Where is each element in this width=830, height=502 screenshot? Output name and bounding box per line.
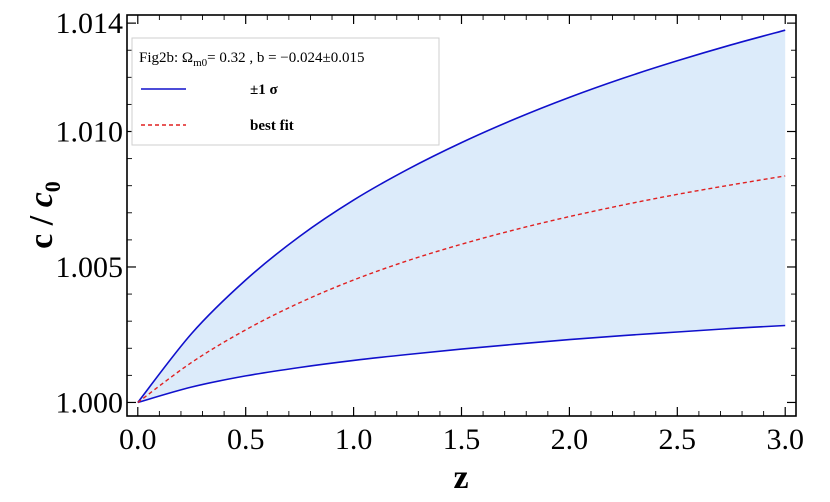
x-tick-label: 0.5 <box>227 423 265 456</box>
x-tick-label: 2.5 <box>659 423 697 456</box>
legend: Fig2b: Ωm0= 0.32 , b = −0.024±0.015 ±1 σ… <box>131 37 440 146</box>
sigma-band-fill <box>137 30 786 403</box>
x-tick-label: 2.0 <box>551 423 589 456</box>
x-tick-label: 0.0 <box>119 423 157 456</box>
series-lower-sigma-line <box>137 324 786 404</box>
y-tick-label: 1.005 <box>56 251 124 284</box>
series-upper-sigma-line <box>137 29 786 403</box>
plot-area <box>137 29 786 404</box>
series-best-fit-line <box>137 175 786 404</box>
x-axis: 0.0 0.5 1.0 1.5 2.0 2.5 3.0 <box>119 15 804 456</box>
legend-bestfit-label: best fit <box>250 118 294 134</box>
legend-box <box>131 37 440 146</box>
y-axis-title: c / c0 <box>23 181 65 249</box>
x-tick-label: 1.0 <box>335 423 373 456</box>
legend-title: Fig2b: Ωm0= 0.32 , b = −0.024±0.015 <box>139 50 365 69</box>
y-tick-label: 1.010 <box>56 116 124 149</box>
y-tick-label: 1.014 <box>56 7 124 40</box>
x-tick-label: 1.5 <box>443 423 481 456</box>
y-tick-label: 1.000 <box>56 386 124 419</box>
x-tick-label: 3.0 <box>766 423 804 456</box>
svg-text:c / c0: c / c0 <box>23 181 65 249</box>
x-axis-title: z <box>453 459 468 496</box>
legend-sigma-label: ±1 σ <box>250 82 278 98</box>
y-axis: 1.000 1.005 1.010 1.014 <box>56 7 796 419</box>
